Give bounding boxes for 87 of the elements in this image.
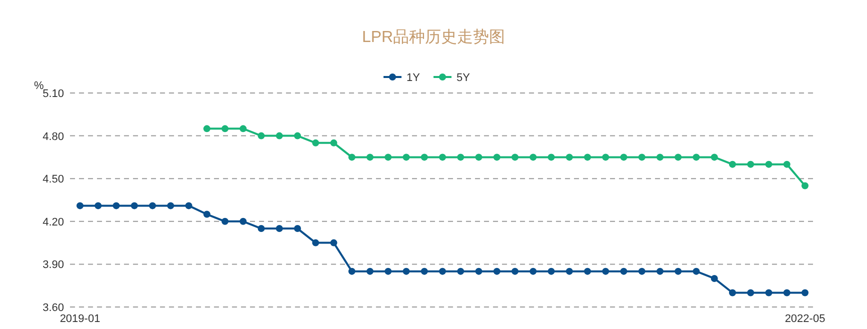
point (185, 202, 192, 210)
point (348, 268, 356, 275)
y-tick-label: 4.20 (42, 216, 64, 228)
point (548, 154, 555, 161)
x-tick-label: 2022-05 (784, 313, 826, 325)
point (802, 289, 808, 296)
point (638, 154, 646, 161)
point (384, 154, 392, 161)
point (493, 154, 500, 161)
point (420, 154, 428, 161)
point (710, 154, 718, 161)
point (203, 210, 210, 218)
point (602, 268, 610, 275)
point (294, 225, 301, 232)
point (638, 268, 646, 275)
x-tick-label: 2019-01 (60, 313, 100, 325)
point (457, 268, 464, 275)
point (729, 160, 736, 168)
point (692, 154, 700, 161)
point (439, 268, 446, 275)
y-tick-label: 3.90 (42, 259, 64, 272)
point (692, 268, 700, 275)
point (203, 125, 210, 132)
point (674, 268, 682, 275)
chart-title: LPR品种历史走势图 (362, 28, 506, 46)
point (222, 218, 228, 225)
point (222, 125, 228, 132)
point (493, 268, 500, 275)
point (258, 132, 265, 140)
legend-label: 5Y (456, 72, 471, 84)
point (330, 239, 338, 246)
point (240, 125, 247, 132)
point (366, 154, 374, 161)
point (584, 154, 591, 161)
point (512, 268, 518, 275)
y-tick-label: 4.50 (42, 174, 64, 186)
point (420, 268, 428, 275)
point (475, 154, 482, 161)
point (729, 289, 736, 296)
point (240, 218, 247, 225)
y-tick-label: 3.60 (42, 302, 64, 314)
point (512, 154, 518, 161)
point (94, 202, 102, 210)
point (439, 154, 446, 161)
point (402, 268, 410, 275)
point (674, 154, 682, 161)
point (602, 154, 610, 161)
point (566, 268, 573, 275)
point (802, 182, 808, 190)
point (584, 268, 591, 275)
point (457, 154, 464, 161)
point (112, 202, 120, 210)
point (747, 160, 754, 168)
y-tick-label: 4.80 (42, 130, 64, 143)
point (783, 160, 790, 168)
point (258, 225, 265, 232)
point (330, 139, 338, 146)
point (312, 239, 320, 246)
point (276, 132, 283, 140)
point (765, 160, 772, 168)
point (348, 154, 356, 161)
point (548, 268, 555, 275)
point (656, 268, 664, 275)
point (312, 139, 320, 146)
point (783, 289, 790, 296)
point (566, 154, 573, 161)
point (167, 202, 174, 210)
point (620, 154, 628, 161)
legend-label: 1Y (406, 72, 421, 84)
y-tick-label: 5.10 (42, 88, 64, 100)
point (747, 289, 754, 296)
y-axis-title: % (34, 80, 44, 92)
point (530, 268, 537, 275)
point (402, 154, 410, 161)
point (620, 268, 628, 275)
point (765, 289, 772, 296)
point (366, 268, 374, 275)
point (276, 225, 283, 232)
point (130, 202, 138, 210)
point (475, 268, 482, 275)
point (710, 274, 718, 282)
point (656, 154, 664, 161)
point (384, 268, 392, 275)
point (294, 132, 301, 140)
point (530, 154, 537, 161)
point (76, 202, 84, 210)
point (149, 202, 156, 210)
